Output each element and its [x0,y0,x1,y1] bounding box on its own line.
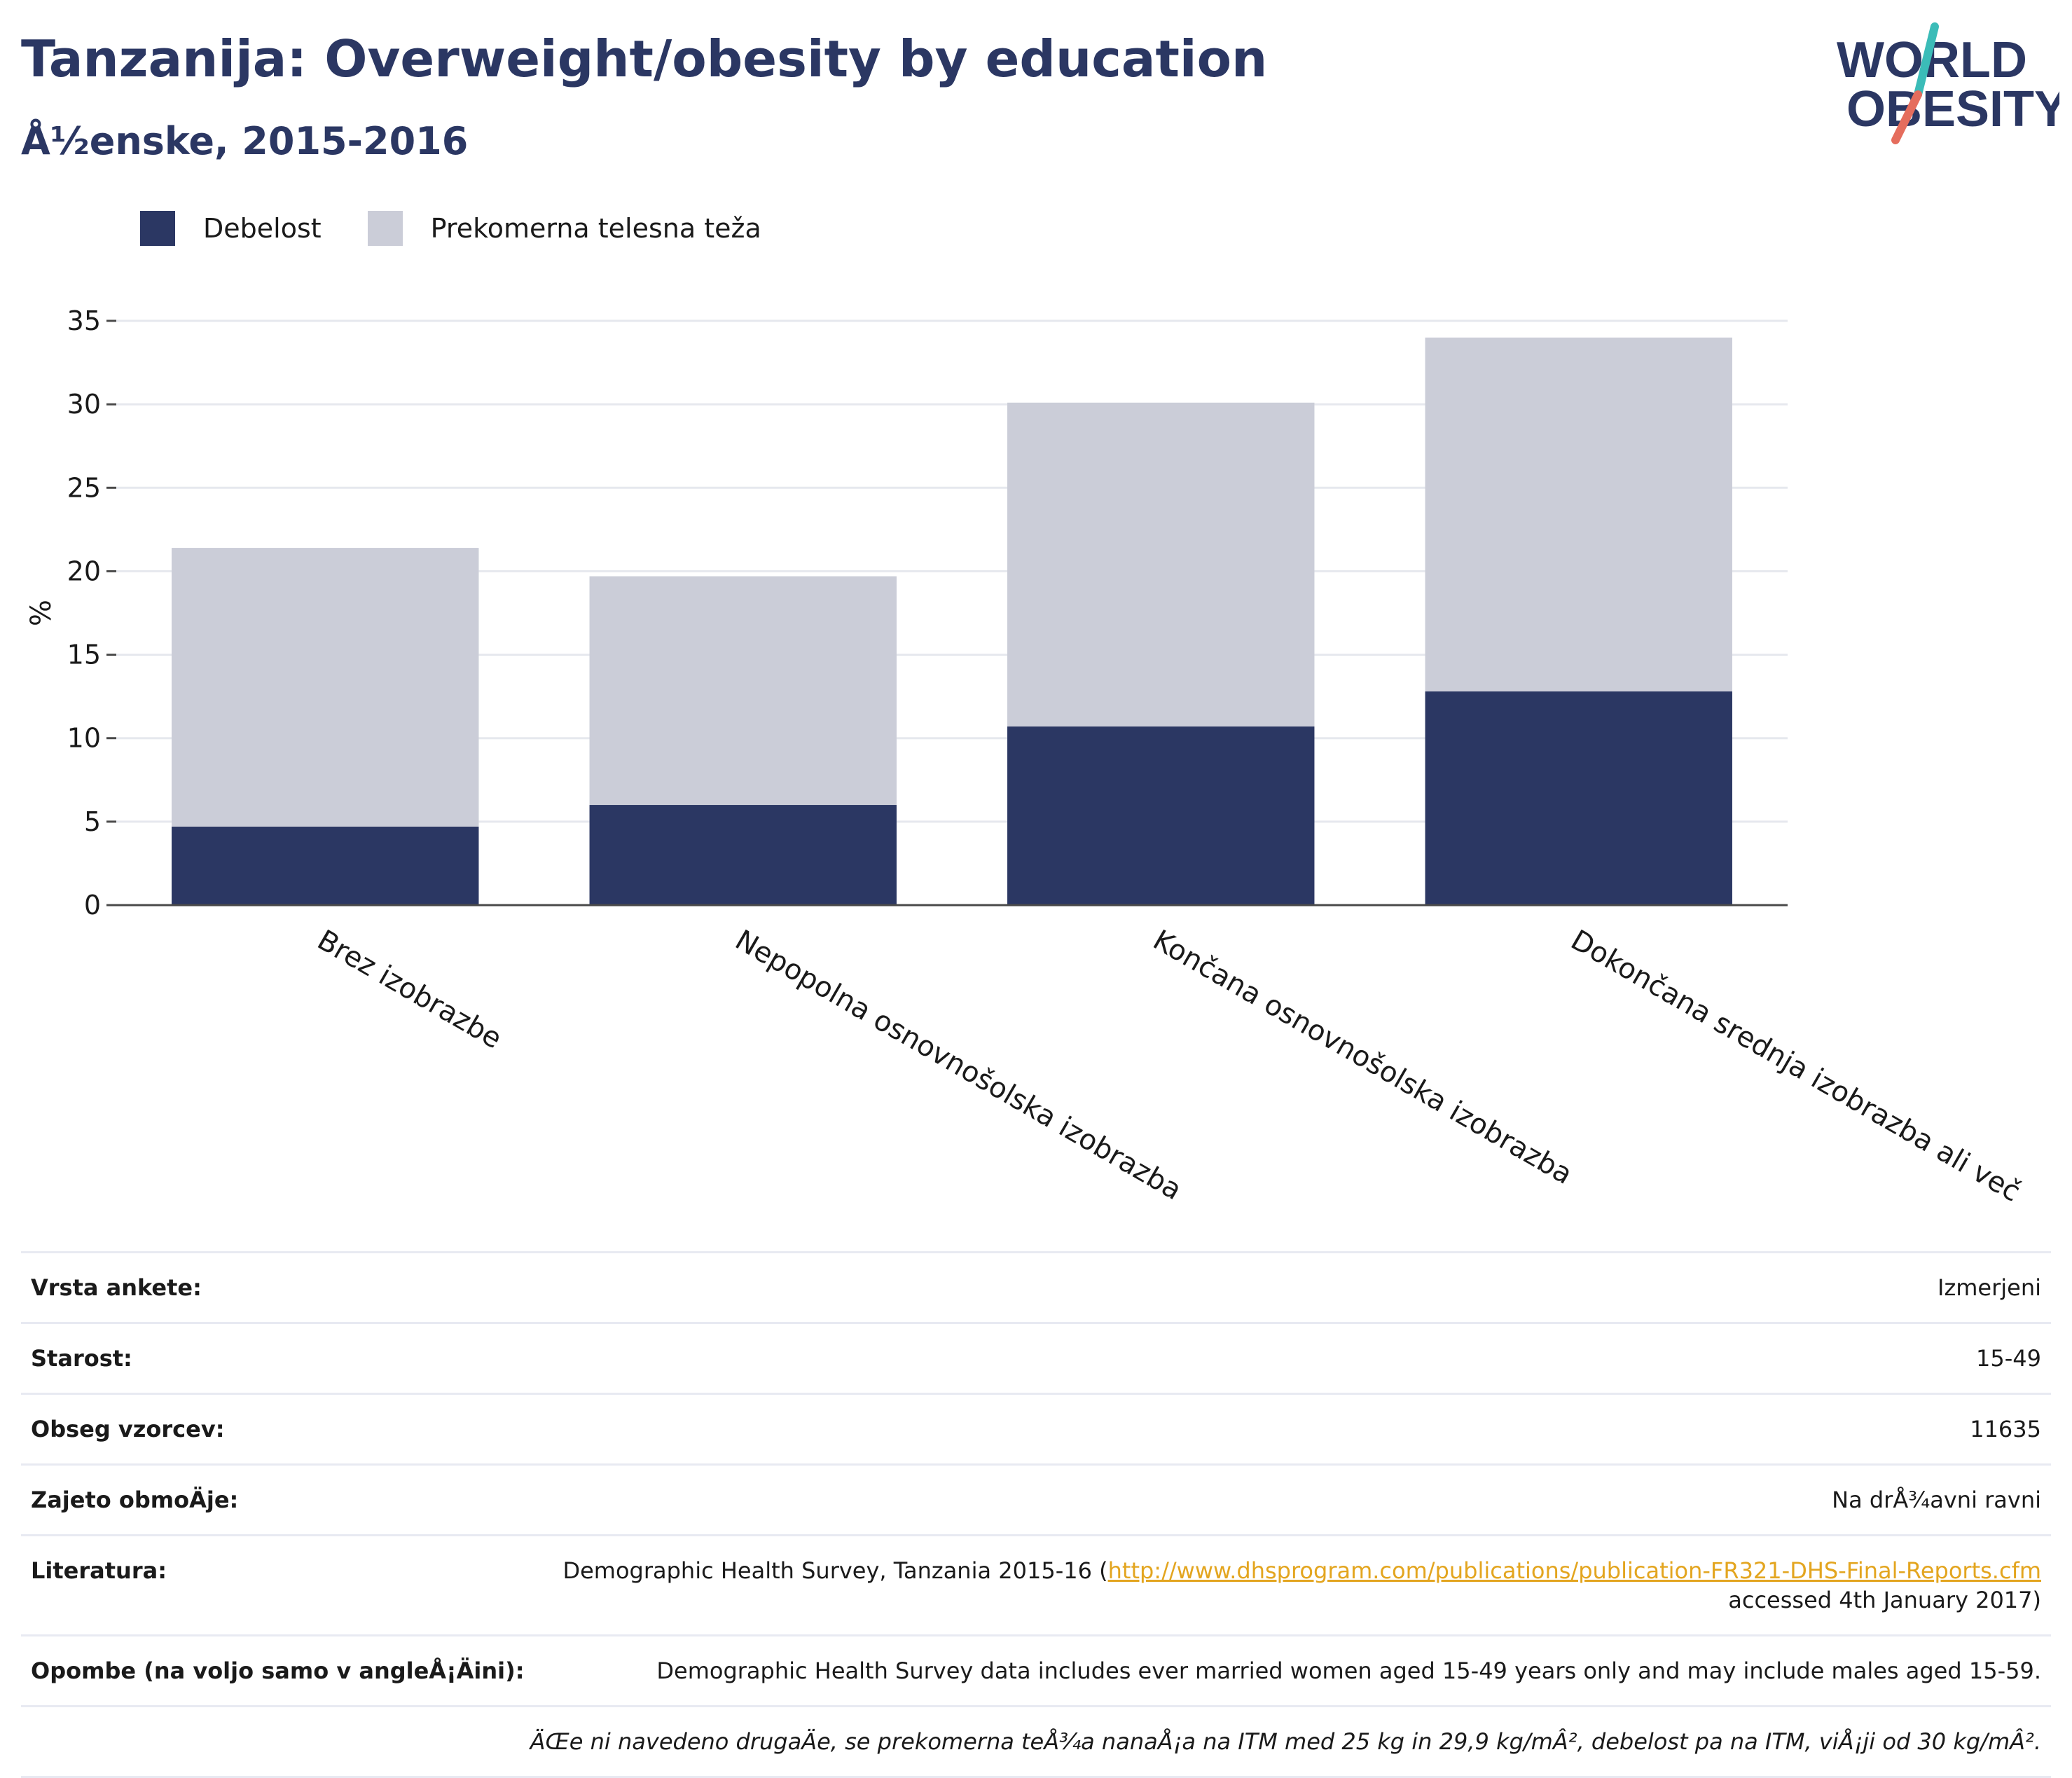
info-row-footnote: ÄŒe ni navedeno drugaÄ e, se prekomerna … [21,1707,2051,1778]
literature-link[interactable]: http://www.dhsprogram.com/publications/p… [1108,1557,2041,1584]
info-key: Vrsta ankete: [31,1273,202,1302]
bar-overweight [1007,403,1314,726]
logo-text-obesity: OBESITY [1846,81,2059,137]
bar-overweight [590,577,897,805]
bar-obesity [172,827,478,905]
info-table: Vrsta ankete: Izmerjeni Starost: 15-49 O… [21,1251,2051,1778]
info-row-sample-size: Obseg vzorcev: 11635 [21,1395,2051,1466]
info-value: 11635 [1970,1414,2041,1444]
y-tick-label: 25 [67,472,101,503]
bar-chart: 0 5 10 15 20 25 30 35% Brez izobrazbe Nepopolna o… [0,280,2072,1212]
bar-overweight [172,548,478,827]
y-tick-label: 35 [67,305,101,336]
literature-prefix: Demographic Health Survey, Tanzania 2015… [562,1557,1107,1584]
bar-obesity [590,805,897,905]
x-tick-label: Brez izobrazbe [312,924,507,1055]
y-tick-label: 30 [67,389,101,420]
info-key: Starost: [31,1344,132,1373]
bar-obesity [1007,726,1314,905]
chart-legend: Debelost Prekomerna telesna teža [140,207,808,249]
info-key: Zajeto obmoÄ je: [31,1485,238,1515]
info-key: Obseg vzorcev: [31,1414,224,1444]
literature-suffix: accessed 4th January 2017) [1728,1587,2041,1613]
legend-item-obesity[interactable]: Debelost [140,211,322,246]
bar-overweight [1425,338,1732,691]
x-tick-label: Nepopolna osnovnošolska izobrazba [730,924,1187,1207]
info-row-coverage: Zajeto obmoÄ je: Na drÅ¾avni ravni [21,1466,2051,1536]
world-obesity-logo: WORLD OBESITY [1821,14,2059,154]
info-key: Literatura: [31,1556,167,1585]
info-row-notes: Opombe (na voljo samo v angleÅ¡Ä ini): D… [21,1636,2051,1707]
info-row-age: Starost: 15-49 [21,1324,2051,1395]
notes-value: Demographic Health Survey data includes … [656,1656,2041,1686]
info-value: 15-49 [1976,1344,2041,1373]
chart-subtitle: Å½enske, 2015-2016 [21,119,468,163]
y-tick-label: 5 [84,806,101,837]
x-tick-label: Dokončana srednja izobrazba ali več [1566,924,2026,1208]
literature-value: Demographic Health Survey, Tanzania 2015… [562,1556,2041,1615]
info-row-literature: Literatura: Demographic Health Survey, T… [21,1536,2051,1636]
bar-obesity [1425,691,1732,905]
y-tick-label: 15 [67,640,101,670]
info-key: Opombe (na voljo samo v angleÅ¡Ä ini): [31,1656,525,1686]
info-value: Izmerjeni [1938,1273,2041,1302]
info-value: Na drÅ¾avni ravni [1832,1485,2041,1515]
info-row-survey-type: Vrsta ankete: Izmerjeni [21,1253,2051,1324]
y-axis-label: % [25,600,57,626]
chart-title: Tanzanija: Overweight/obesity by educati… [21,29,1267,88]
y-tick-label: 0 [84,890,101,921]
legend-item-overweight[interactable]: Prekomerna telesna teža [368,211,761,246]
footnote-value: ÄŒe ni navedeno drugaÄ e, se prekomerna … [530,1727,2041,1756]
legend-swatch-obesity [140,211,175,246]
legend-label-overweight: Prekomerna telesna teža [431,213,761,244]
y-tick-label: 10 [67,723,101,754]
y-tick-label: 20 [67,556,101,586]
legend-label-obesity: Debelost [203,213,322,244]
legend-swatch-overweight [368,211,403,246]
x-tick-label: Končana osnovnošolska izobrazba [1147,924,1577,1191]
